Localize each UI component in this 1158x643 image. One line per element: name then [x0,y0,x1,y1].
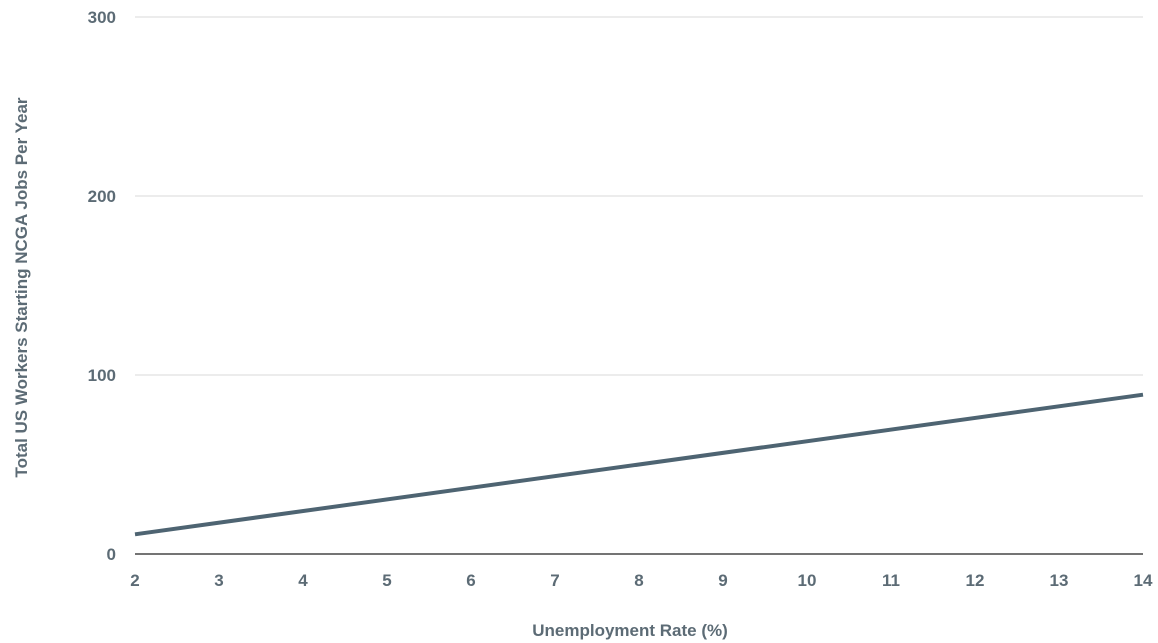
y-tick-label: 0 [107,545,116,564]
x-tick-label: 14 [1134,571,1153,590]
x-tick-label: 8 [634,571,643,590]
series-lines [134,392,1144,537]
x-tick-label: 10 [798,571,817,590]
x-tick-label: 9 [718,571,727,590]
x-tick-labels: 2 3 4 5 6 7 8 9 10 11 12 13 14 [130,571,1153,590]
x-tick-label: 4 [298,571,308,590]
x-tick-label: 6 [466,571,475,590]
x-axis-title: Unemployment Rate (%) [532,621,728,640]
x-tick-label: 3 [214,571,223,590]
x-tick-label: 2 [130,571,139,590]
x-tick-label: 11 [882,571,900,590]
x-tick-label: 7 [550,571,559,590]
x-tick-label: 13 [1050,571,1069,590]
gridlines [135,16,1143,376]
x-tick-label: 5 [382,571,391,590]
series-line-0 [134,392,1144,537]
y-tick-labels: 0 100 200 300 [88,8,116,564]
y-axis-title: Total US Workers Starting NCGA Jobs Per … [12,97,31,477]
y-tick-label: 100 [88,366,116,385]
y-tick-label: 200 [88,187,116,206]
x-tick-label: 12 [966,571,985,590]
y-tick-label: 300 [88,8,116,27]
